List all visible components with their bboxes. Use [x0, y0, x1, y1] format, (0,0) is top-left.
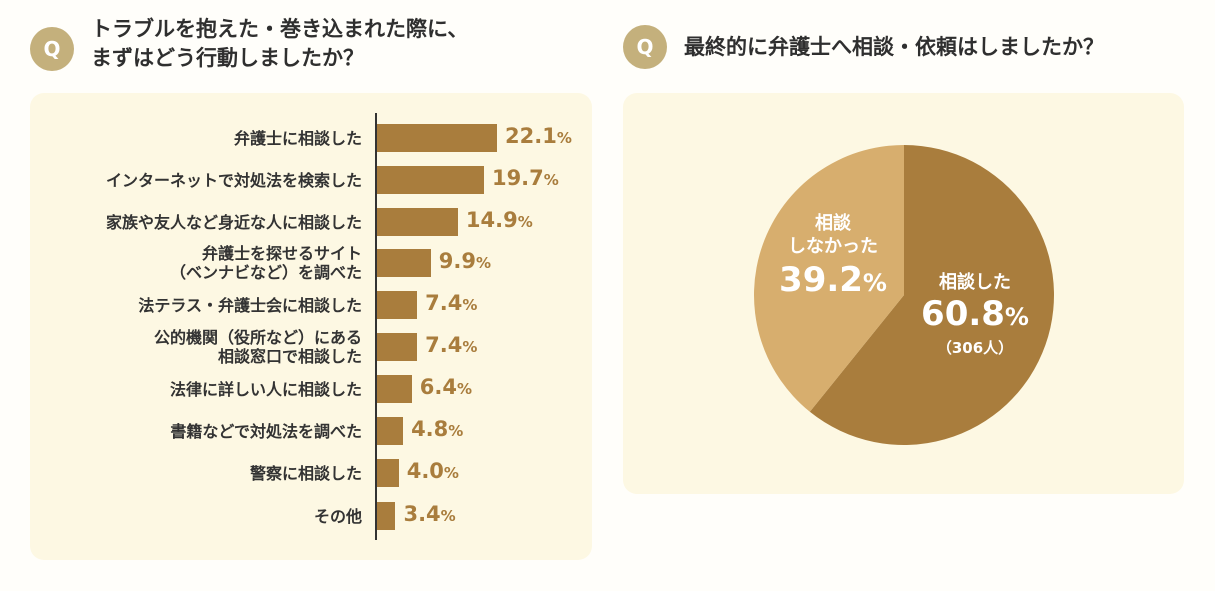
- bar-category-label: 弁護士に相談した: [233, 128, 362, 148]
- bar-value-number: 7.4: [425, 333, 463, 357]
- pie-label-yes-count: （306人）: [936, 339, 1014, 357]
- pie-label-yes-value: 60.8%: [900, 294, 1050, 337]
- bar-value-label: 4.8%: [411, 417, 463, 441]
- pie-slice-yes: [809, 145, 1054, 445]
- bar: [377, 459, 399, 487]
- bar: [377, 502, 396, 530]
- pie-label-no-unit: %: [862, 269, 887, 297]
- bar-value-unit: %: [462, 338, 478, 356]
- bar: [377, 166, 484, 194]
- bar-value-unit: %: [556, 129, 572, 147]
- bar: [377, 375, 412, 403]
- bar: [377, 417, 404, 445]
- bar-value-number: 22.1: [505, 124, 557, 148]
- pie-label-yes-unit: %: [1004, 303, 1029, 331]
- bar-value-unit: %: [462, 296, 478, 314]
- bar-chart-panel: [30, 93, 592, 560]
- bar: [377, 249, 431, 277]
- bar-value-number: 14.9: [465, 208, 518, 232]
- bar-chart-axis: [375, 113, 377, 540]
- bar-category-label: その他: [313, 506, 362, 526]
- bar-value-unit: %: [448, 422, 464, 440]
- bar-category-label: 法テラス・弁護士会に相談した: [138, 295, 362, 315]
- bar-category-label: 公的機関（役所など）にある 相談窓口で相談した: [153, 328, 362, 366]
- bar: [377, 208, 458, 236]
- bar-value-label: 22.1%: [505, 124, 572, 148]
- bar-category-label: 警察に相談した: [249, 463, 362, 483]
- bar-category-label: 弁護士を探せるサイト （ベンナビなど）を調べた: [169, 244, 362, 282]
- bar-value-number: 19.7: [491, 166, 544, 190]
- pie-label-no-number: 39.2: [779, 260, 863, 300]
- bar-value-label: 19.7%: [492, 166, 559, 190]
- pie-label-no-name: 相談 しなかった: [788, 213, 878, 257]
- bar-value-number: 6.4: [419, 375, 457, 399]
- bar-value-number: 4.8: [411, 417, 449, 441]
- bar-value-label: 4.0%: [407, 459, 459, 483]
- pie-label-yes-number: 60.8: [921, 294, 1005, 334]
- bar-value-unit: %: [440, 507, 456, 525]
- bar-value-unit: %: [456, 380, 472, 398]
- bar-value-unit: %: [543, 171, 559, 189]
- question-badge-right: Q: [623, 25, 667, 69]
- pie-label-yes-name: 相談した: [939, 272, 1011, 293]
- pie-slice-no: [754, 145, 904, 412]
- bar-value-unit: %: [517, 213, 533, 231]
- bar-category-label: 家族や友人など身近な人に相談した: [105, 212, 362, 232]
- pie-label-no-value: 39.2%: [758, 258, 908, 305]
- bar-category-label: 法律に詳しい人に相談した: [169, 379, 362, 399]
- bar: [377, 291, 418, 319]
- bar-value-number: 3.4: [403, 502, 441, 526]
- bar-value-number: 9.9: [438, 249, 476, 273]
- bar-value-unit: %: [443, 464, 459, 482]
- bar-category-label: インターネットで対処法を検索した: [105, 170, 362, 190]
- bar-value-number: 7.4: [425, 291, 463, 315]
- bar-value-label: 14.9%: [466, 208, 533, 232]
- bar: [377, 333, 418, 361]
- bar-category-label: 書籍などで対処法を調べた: [170, 421, 362, 441]
- bar-value-label: 7.4%: [425, 291, 477, 315]
- bar-value-label: 7.4%: [425, 333, 477, 357]
- question-title-right: 最終的に弁護士へ相談・依頼はしましたか？: [684, 35, 1104, 59]
- bar-value-number: 4.0: [406, 459, 444, 483]
- bar: [377, 124, 497, 152]
- question-title-left: トラブルを抱えた・巻き込まれた際に、 まずはどう行動しましたか？: [91, 17, 469, 70]
- bar-value-label: 3.4%: [403, 502, 455, 526]
- pie-label-no: 相談 しなかった 39.2%: [758, 212, 908, 305]
- bar-value-label: 6.4%: [420, 375, 472, 399]
- pie-label-yes: 相談した 60.8% （306人）: [900, 268, 1050, 358]
- question-badge-left: Q: [30, 27, 74, 71]
- bar-value-unit: %: [475, 254, 491, 272]
- bar-value-label: 9.9%: [439, 249, 491, 273]
